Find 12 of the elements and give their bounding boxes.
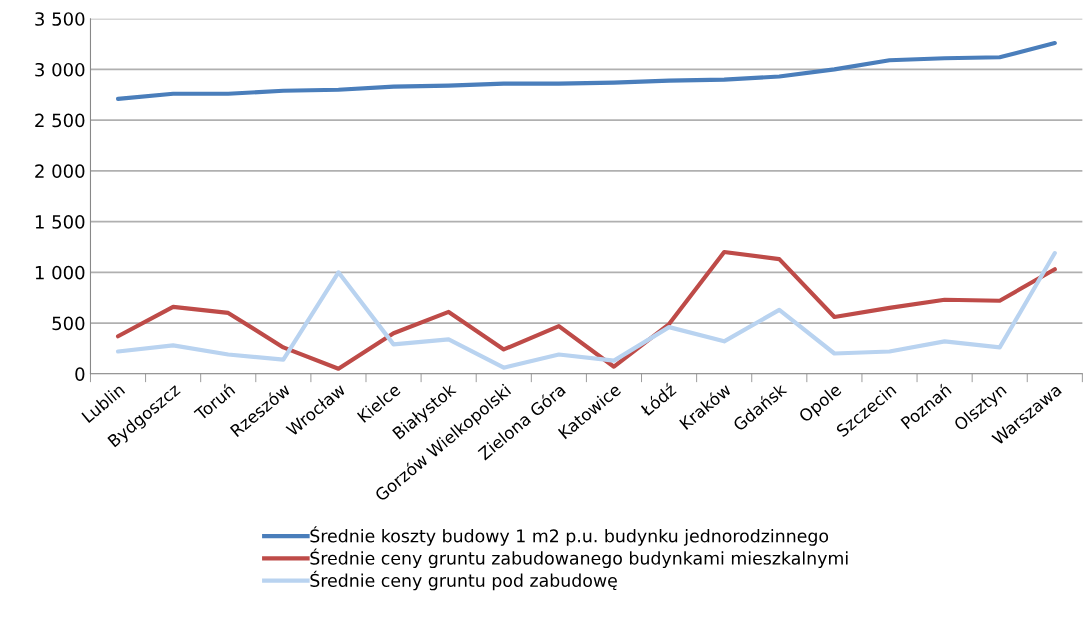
y-tick-label: 2 500 <box>35 113 85 128</box>
legend-label: Średnie ceny gruntu zabudowanego budynkami mieszkalnymi <box>310 548 848 569</box>
y-tick-label: 0 <box>75 367 85 381</box>
y-tick-label: 500 <box>52 316 85 331</box>
line-series <box>115 40 1057 101</box>
y-tick-label: 3 500 <box>35 12 85 26</box>
y-tick-label: 2 000 <box>35 164 85 178</box>
y-tick-label: 3 000 <box>35 62 85 77</box>
y-tick-label: 1 000 <box>35 265 85 280</box>
legend-label: Średnie koszty budowy 1 m2 p.u. budynku jednorodzinnego <box>310 526 829 546</box>
y-tick-label: 1 500 <box>35 215 85 229</box>
legend-label: Średnie ceny gruntu pod zabudowę <box>310 570 617 591</box>
